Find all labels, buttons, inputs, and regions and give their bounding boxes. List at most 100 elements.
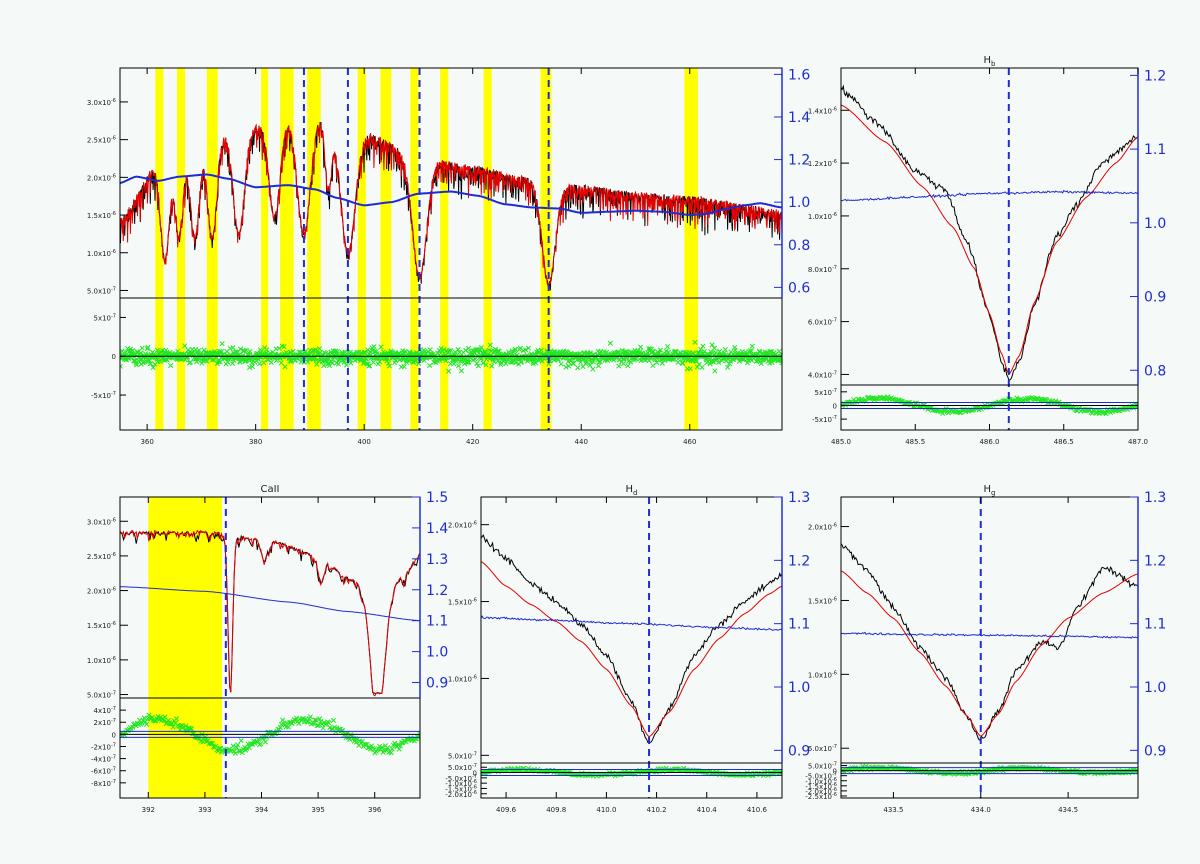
residual-point bbox=[489, 363, 495, 369]
residual-point bbox=[590, 366, 596, 372]
residual-point bbox=[555, 357, 561, 363]
x-tick-label: 392 bbox=[142, 806, 155, 814]
residual-point bbox=[268, 359, 274, 365]
y2-tick-label: 1.1 bbox=[788, 617, 810, 633]
residual-point bbox=[684, 354, 690, 360]
residual-point bbox=[546, 361, 552, 367]
residual-point bbox=[402, 348, 408, 355]
plot-frame bbox=[840, 496, 1139, 764]
panel-hd: 5.0x10-7 1.0x10-6 1.5x10-6 2.0x10-6 0.9 1.0 1.… bbox=[445, 484, 810, 814]
y-tick-label: 1.5x10-6 bbox=[87, 211, 116, 220]
residual-point bbox=[378, 344, 384, 350]
residual-point bbox=[371, 344, 377, 350]
residual-point bbox=[239, 750, 245, 756]
y-tick-label: 5.0x10-7 bbox=[87, 286, 116, 295]
resid-tick-label: -6x10-7 bbox=[91, 767, 116, 776]
shaded-band bbox=[483, 68, 492, 430]
residual-point bbox=[465, 359, 471, 365]
shaded-band bbox=[176, 68, 186, 430]
residual-point bbox=[1135, 768, 1138, 775]
panel-hg: 5.0x10-7 1.0x10-6 1.5x10-6 2.0x10-6 0.9 1.0 1.… bbox=[805, 484, 1166, 814]
y2-tick-label: 1.2 bbox=[788, 553, 810, 569]
residual-point bbox=[712, 368, 718, 374]
residual-point bbox=[247, 364, 253, 370]
residual-point bbox=[711, 345, 717, 351]
residual-point bbox=[1103, 411, 1109, 417]
residual-point bbox=[650, 363, 656, 369]
y2-tick-label: 1.1 bbox=[1144, 617, 1166, 633]
resid-tick-label: -8x10-7 bbox=[91, 779, 116, 788]
residual-point bbox=[417, 731, 420, 737]
residual-point bbox=[291, 717, 297, 723]
residual-point bbox=[1119, 770, 1125, 776]
x-tick-label: 487.0 bbox=[1128, 438, 1148, 446]
residual-point bbox=[219, 349, 225, 355]
y-tick-label: 6.0x10-7 bbox=[808, 318, 837, 327]
x-tick-label: 396 bbox=[368, 806, 382, 814]
residual-point bbox=[458, 368, 464, 374]
y2-tick-label: 0.8 bbox=[1144, 363, 1166, 379]
residual-point bbox=[492, 346, 499, 352]
residual-point bbox=[311, 720, 317, 727]
y-tick-label: 1.0x10-6 bbox=[87, 249, 116, 258]
y-tick-label: 4.0x10-7 bbox=[808, 370, 837, 379]
residual-point bbox=[146, 712, 152, 718]
y-tick-label: 1.4x10-6 bbox=[808, 106, 837, 115]
x-tick-label: 410.0 bbox=[596, 806, 616, 814]
resid-tick-label: 5x10-7 bbox=[814, 388, 837, 397]
resid-tick-label: -5.0x10-7 bbox=[445, 774, 477, 783]
shaded-bands bbox=[155, 68, 698, 430]
residual-point bbox=[694, 364, 700, 370]
residual-point bbox=[238, 738, 244, 744]
y2-tick-label: 1.1 bbox=[1144, 142, 1166, 158]
residual-point bbox=[551, 349, 557, 355]
residual-point bbox=[187, 359, 194, 365]
residual-point bbox=[315, 722, 322, 728]
residual-point bbox=[370, 359, 377, 365]
residual-point bbox=[161, 717, 167, 723]
residual-frame bbox=[119, 297, 783, 431]
residual-point bbox=[513, 360, 519, 366]
resid-tick-label: -1.5x10-6 bbox=[805, 782, 837, 791]
panel-title: Hd bbox=[626, 484, 638, 497]
residual-point bbox=[670, 357, 676, 363]
residual-point bbox=[130, 724, 136, 730]
shaded-band bbox=[540, 68, 552, 430]
residual-point bbox=[133, 362, 140, 368]
shaded-band bbox=[261, 68, 269, 430]
y2-tick-label: 1.5 bbox=[426, 490, 448, 506]
resid-tick-label: 5.0x10-7 bbox=[808, 762, 837, 771]
residual-point bbox=[704, 360, 710, 366]
residual-point bbox=[590, 359, 596, 365]
resid-tick-label: -4x10-7 bbox=[91, 755, 116, 764]
residual-point bbox=[343, 362, 350, 368]
shaded-band bbox=[307, 68, 321, 430]
y2-tick-label: 1.0 bbox=[426, 645, 448, 661]
residual-points bbox=[120, 712, 420, 756]
x-tick-label: 486.5 bbox=[1054, 438, 1074, 446]
residual-point bbox=[256, 361, 263, 367]
residual-point bbox=[427, 363, 433, 369]
x-tick-label: 394 bbox=[255, 806, 269, 814]
x-tick-label: 409.8 bbox=[546, 806, 566, 814]
y-tick-label: 8.0x10-7 bbox=[808, 265, 837, 274]
x-tick-label: 409.6 bbox=[496, 806, 517, 814]
y2-tick-label: 1.4 bbox=[788, 110, 810, 126]
y2-tick-label: 1.0 bbox=[1144, 680, 1166, 696]
residual-point bbox=[1135, 402, 1138, 408]
y2-tick-label: 1.3 bbox=[788, 490, 810, 506]
y-tick-label: 2.5x10-6 bbox=[87, 136, 116, 145]
residual-point bbox=[215, 359, 221, 365]
residual-point bbox=[386, 363, 393, 369]
residual-point bbox=[148, 361, 154, 367]
residual-point bbox=[225, 359, 231, 365]
residual-point bbox=[662, 355, 668, 361]
model-spectrum-line bbox=[120, 122, 782, 288]
model-spectrum-line bbox=[120, 529, 420, 697]
residual-point bbox=[320, 725, 326, 731]
residual-point bbox=[566, 363, 572, 369]
continuum-polynomial-line bbox=[841, 631, 1138, 640]
residual-point bbox=[393, 358, 399, 364]
resid-tick-label: -1.0x10-6 bbox=[445, 779, 477, 788]
